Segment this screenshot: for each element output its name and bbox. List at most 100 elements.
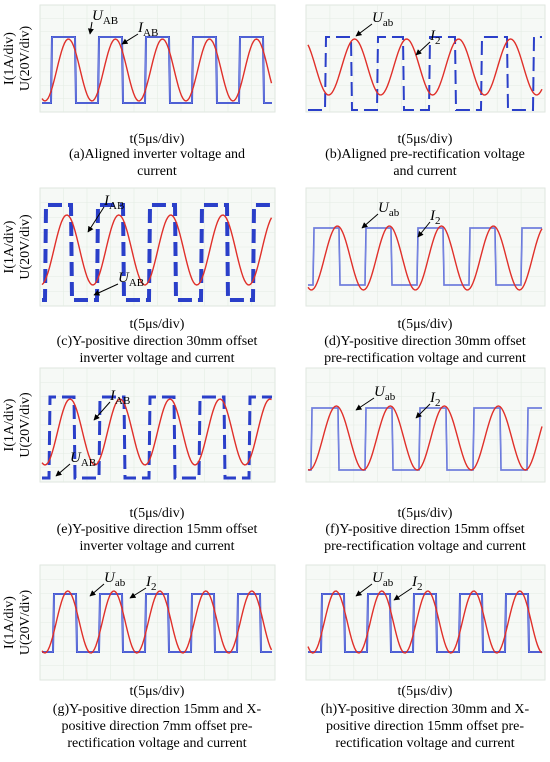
current-wave	[307, 225, 543, 291]
annotation-subscript: 2	[435, 35, 441, 47]
annotation-arrow	[129, 587, 147, 599]
caption-line: (g)Y-positive direction 15mm and X-	[53, 702, 262, 717]
caption-line: pre-rectification voltage and current	[324, 351, 526, 366]
annotation-symbol: U	[374, 384, 386, 400]
annotation-arrow	[415, 403, 431, 419]
current-wave	[307, 405, 543, 471]
caption-line: (b)Aligned pre-rectification voltage	[325, 147, 525, 162]
caption-line: (d)Y-positive direction 30mm offset	[324, 334, 526, 349]
x-axis-label: t(5μs/div)	[398, 132, 453, 147]
voltage-wave	[42, 203, 272, 302]
annotation-arrow	[93, 283, 119, 296]
annotation: IAB	[137, 20, 158, 39]
annotation-subscript: 2	[151, 581, 157, 593]
x-axis-label: t(5μs/div)	[398, 317, 453, 332]
annotation: Uab	[374, 384, 396, 403]
caption-line: (h)Y-positive direction 30mm and X-	[321, 702, 530, 717]
y-axis-label: U(20V/div)	[18, 214, 33, 280]
annotation-subscript: AB	[143, 27, 158, 39]
panel: t(5μs/div) (h)Y-positive direction 30mm a…	[305, 564, 546, 751]
annotation-subscript: AB	[109, 200, 124, 212]
panel: t(5μs/div) (g)Y-positive direction 15mm a…	[2, 564, 276, 751]
y-axis-label: I(1A/div)	[2, 596, 17, 649]
annotation-arrow	[121, 33, 139, 45]
annotation: Uab	[104, 570, 126, 589]
annotation: UAB	[70, 450, 96, 469]
annotation-symbol: I	[103, 193, 110, 209]
annotation-symbol: U	[92, 8, 104, 24]
annotation-symbol: U	[372, 570, 384, 586]
current-wave	[307, 38, 543, 96]
caption-line: (e)Y-positive direction 15mm offset	[57, 522, 258, 537]
annotation: IAB	[103, 193, 124, 212]
annotation-arrow	[361, 213, 379, 229]
annotation: I2	[429, 28, 441, 47]
annotation-arrow	[355, 23, 373, 37]
annotation-symbol: U	[104, 570, 116, 586]
panel: t(5μs/div) (c)Y-positive direction 30mm o…	[2, 187, 276, 366]
annotation-subscript: 2	[435, 397, 441, 409]
current-wave	[307, 590, 543, 654]
caption-line: pre-rectification voltage and current	[324, 539, 526, 554]
caption-line: inverter voltage and current	[79, 539, 234, 554]
annotation-subscript: 2	[435, 215, 441, 227]
annotation-arrow	[355, 583, 373, 597]
annotation-symbol: U	[372, 10, 384, 26]
annotation-symbol: I	[137, 20, 144, 36]
x-axis-label: t(5μs/div)	[130, 132, 185, 147]
annotation-subscript: AB	[115, 395, 130, 407]
annotation-subscript: ab	[383, 577, 394, 589]
caption-line: positive direction 7mm offset pre-	[61, 719, 252, 734]
y-axis-label: U(20V/div)	[18, 392, 33, 458]
x-axis-label: t(5μs/div)	[398, 506, 453, 521]
current-wave	[41, 398, 272, 466]
caption-line: and current	[393, 164, 456, 179]
panel: t(5μs/div)(b)Aligned pre-rectification v…	[305, 4, 546, 179]
annotation-symbol: I	[429, 390, 436, 406]
caption-line: inverter voltage and current	[79, 351, 234, 366]
annotation-subscript: AB	[81, 457, 96, 469]
caption-line: (f)Y-positive direction 15mm offset	[325, 522, 524, 537]
annotation-symbol: I	[109, 388, 116, 404]
annotation-arrow	[93, 401, 111, 421]
current-wave	[41, 38, 273, 102]
x-axis-label: t(5μs/div)	[398, 684, 453, 699]
annotation-arrow	[415, 41, 431, 56]
y-axis-label: U(20V/div)	[18, 590, 33, 656]
x-axis-label: t(5μs/div)	[130, 506, 185, 521]
annotation-symbol: I	[429, 28, 436, 44]
annotation-arrow	[87, 206, 105, 233]
annotation: UAB	[92, 8, 118, 27]
annotation-arrow	[355, 397, 375, 411]
caption-line: positive direction 15mm offset pre-	[326, 719, 524, 734]
panel: t(5μs/div) (d)Y-positive direction 30mm o…	[305, 187, 546, 366]
y-axis-label: I(1A/div)	[2, 398, 17, 451]
annotation: I2	[429, 208, 441, 227]
annotation-symbol: U	[70, 450, 82, 466]
annotation: IAB	[109, 388, 130, 407]
annotation: UAB	[118, 270, 144, 289]
caption-line: rectification voltage and current	[67, 736, 246, 751]
annotation: I2	[145, 574, 157, 593]
y-axis-label: U(20V/div)	[18, 26, 33, 92]
voltage-wave	[308, 36, 542, 111]
annotation-arrow	[417, 221, 431, 238]
annotation-subscript: ab	[385, 391, 396, 403]
annotation-symbol: I	[429, 208, 436, 224]
annotation: Uab	[372, 570, 394, 589]
annotation-subscript: ab	[115, 577, 126, 589]
annotation-arrow	[55, 463, 71, 477]
current-wave	[41, 214, 273, 286]
annotation-symbol: I	[411, 574, 418, 590]
annotation-symbol: U	[378, 200, 390, 216]
annotation-subscript: ab	[389, 207, 400, 219]
caption-line: current	[137, 164, 177, 179]
annotation-subscript: AB	[103, 15, 118, 27]
current-wave	[41, 590, 273, 654]
x-axis-label: t(5μs/div)	[130, 317, 185, 332]
annotation-arrow	[89, 583, 105, 597]
x-axis-label: t(5μs/div)	[130, 684, 185, 699]
voltage-wave	[42, 395, 272, 480]
y-axis-label: I(1A/div)	[2, 32, 17, 85]
